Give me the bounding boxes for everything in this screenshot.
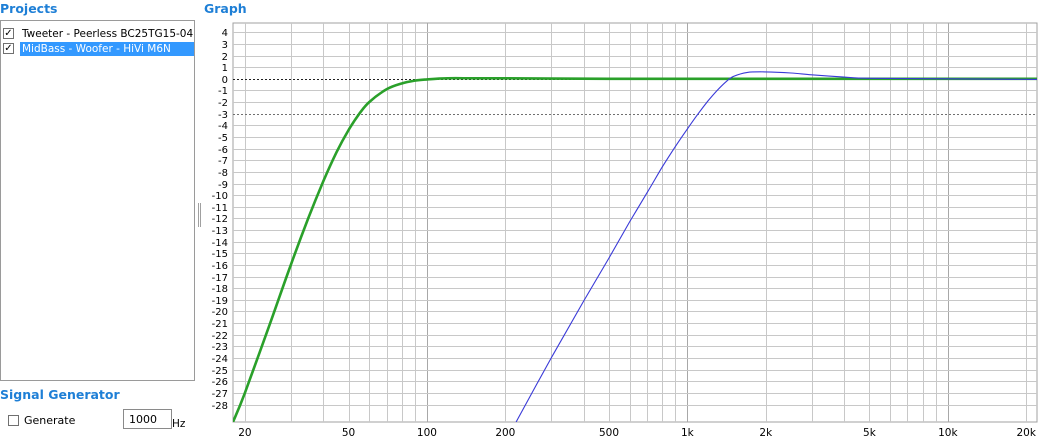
generate-label: Generate <box>24 414 76 427</box>
frequency-response-chart: 43210-1-2-3-4-5-6-7-8-9-10-11-12-13-14-1… <box>212 22 1038 439</box>
y-tick-label: 3 <box>222 40 228 51</box>
x-tick-label: 2k <box>759 427 773 439</box>
y-tick-label: -21 <box>212 319 228 330</box>
x-tick-label: 200 <box>495 427 515 439</box>
y-tick-label: 2 <box>222 52 228 63</box>
x-tick-label: 5k <box>863 427 877 439</box>
project-label: Tweeter - Peerless BC25TG15-04 <box>22 27 194 40</box>
y-tick-label: -23 <box>212 342 228 353</box>
x-tick-label: 500 <box>599 427 619 439</box>
y-tick-label: -16 <box>212 261 228 272</box>
frequency-input[interactable] <box>123 409 172 429</box>
y-tick-label: -26 <box>212 377 228 388</box>
y-tick-label: -1 <box>218 86 228 97</box>
y-tick-label: -25 <box>212 366 228 377</box>
y-tick-label: -5 <box>218 133 228 144</box>
y-tick-label: -12 <box>212 214 228 225</box>
series-line-green <box>233 76 1037 422</box>
y-tick-label: -4 <box>218 121 228 132</box>
y-tick-label: -7 <box>218 156 228 167</box>
x-tick-label: 10k <box>938 427 958 439</box>
y-tick-label: -18 <box>212 284 228 295</box>
y-tick-label: 4 <box>222 28 228 39</box>
y-tick-label: -27 <box>212 389 228 400</box>
y-tick-label: -17 <box>212 273 228 284</box>
y-tick-label: -8 <box>218 168 228 179</box>
x-tick-label: 20k <box>1016 427 1036 439</box>
y-tick-label: 1 <box>222 63 228 74</box>
frequency-unit-label: Hz <box>172 418 186 430</box>
graph-title: Graph <box>204 1 247 16</box>
x-tick-label: 50 <box>342 427 355 439</box>
panel-splitter-handle[interactable] <box>198 203 201 227</box>
generate-checkbox-row[interactable]: Generate <box>8 414 75 427</box>
y-tick-label: -3 <box>218 110 228 121</box>
series-line-blue <box>515 71 1037 422</box>
x-tick-label: 20 <box>238 427 251 439</box>
y-tick-label: -14 <box>212 238 228 249</box>
y-tick-label: -20 <box>212 307 228 318</box>
midbass-checkbox[interactable]: ✓ <box>3 42 14 54</box>
y-tick-label: -22 <box>212 331 228 342</box>
y-tick-label: -10 <box>212 191 228 202</box>
y-tick-label: -13 <box>212 226 228 237</box>
y-tick-label: -2 <box>218 98 228 109</box>
project-item-midbass[interactable]: ✓ MidBass - Woofer - HiVi M6N <box>3 41 194 56</box>
y-tick-label: -28 <box>212 401 228 412</box>
signal-generator-title: Signal Generator <box>0 387 120 402</box>
x-tick-label: 1k <box>681 427 695 439</box>
y-tick-label: -15 <box>212 249 228 260</box>
y-tick-label: -11 <box>212 203 228 214</box>
generate-checkbox[interactable] <box>8 415 19 426</box>
y-tick-label: -19 <box>212 296 228 307</box>
project-label: MidBass - Woofer - HiVi M6N <box>20 41 194 56</box>
y-tick-label: -6 <box>218 145 228 156</box>
projects-list[interactable]: ✓ Tweeter - Peerless BC25TG15-04 ✓ MidBa… <box>0 20 195 381</box>
projects-title: Projects <box>0 1 58 16</box>
y-tick-label: -9 <box>218 180 228 191</box>
y-tick-label: 0 <box>222 75 228 86</box>
plot-area <box>232 22 1038 423</box>
y-tick-label: -24 <box>212 354 228 365</box>
tweeter-checkbox[interactable]: ✓ <box>3 27 14 39</box>
project-item-tweeter[interactable]: ✓ Tweeter - Peerless BC25TG15-04 <box>3 26 194 41</box>
x-tick-label: 100 <box>417 427 437 439</box>
